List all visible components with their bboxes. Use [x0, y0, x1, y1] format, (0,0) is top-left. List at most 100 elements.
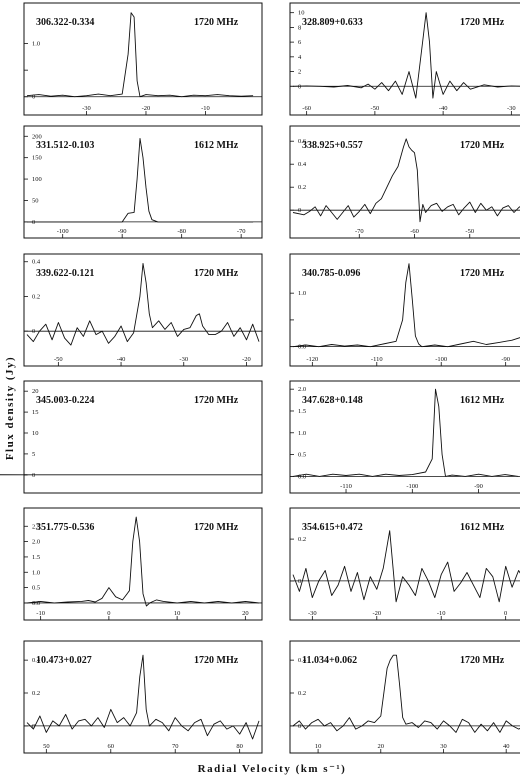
frequency-label: 1720 MHz	[460, 655, 505, 666]
y-tick-label: 0	[298, 578, 301, 585]
source-label: 10.473+0.027	[36, 655, 92, 666]
spectrum-panel: -50 -40 -30 -20 0 0.2 0.4 339.622-0.121 1720 MHz	[23, 253, 263, 367]
source-label: 351.775-0.536	[36, 522, 94, 533]
panel-frame	[289, 253, 520, 367]
spectrum-line	[292, 388, 519, 477]
x-tick-label: 60	[108, 743, 115, 750]
x-tick-label: -30	[179, 356, 188, 363]
y-tick-label: 10	[298, 10, 305, 17]
panel-frame	[23, 125, 263, 239]
source-label: 11.034+0.062	[302, 655, 357, 666]
y-tick-label: 200	[32, 133, 42, 140]
y-tick-label: 15	[32, 409, 39, 416]
x-tick-label: 70	[172, 743, 179, 750]
y-tick-label: 1.5	[32, 554, 40, 561]
frequency-label: 1720 MHz	[194, 268, 239, 279]
y-tick-label: 50	[32, 197, 39, 204]
x-tick-label: -20	[242, 356, 251, 363]
y-tick-label: 0.4	[298, 657, 307, 664]
spectrum-line	[292, 12, 520, 99]
x-tick-label: -10	[437, 610, 446, 617]
x-tick-label: 10	[315, 743, 322, 750]
y-tick-label: 10	[32, 430, 39, 437]
spectrum-line	[26, 516, 260, 607]
y-tick-label: 0.2	[298, 690, 306, 697]
panel-frame	[289, 2, 520, 116]
y-tick-label: 1.0	[298, 290, 306, 297]
x-tick-label: 50	[43, 743, 50, 750]
x-tick-label: 0	[504, 610, 507, 617]
y-tick-label: 0.6	[298, 138, 307, 145]
frequency-label: 1720 MHz	[194, 17, 239, 28]
y-tick-label: 0	[32, 328, 35, 335]
x-tick-label: -110	[371, 356, 383, 363]
source-label: 339.622-0.121	[36, 268, 94, 279]
spectrum-panel: -30 -20 -10 0 1.0 306.322-0.334 1720 MHz	[23, 2, 263, 116]
source-label: 338.925+0.557	[302, 140, 363, 151]
panel-frame	[23, 2, 263, 116]
x-tick-label: -80	[177, 228, 186, 235]
x-tick-label: 80	[236, 743, 243, 750]
source-label: 347.628+0.148	[302, 395, 363, 406]
y-tick-label: 0	[298, 83, 301, 90]
source-label: 340.785-0.096	[302, 268, 360, 279]
frequency-label: 1720 MHz	[194, 395, 239, 406]
panel-frame	[289, 640, 520, 754]
x-tick-label: -70	[355, 228, 364, 235]
x-tick-label: -100	[435, 356, 447, 363]
panel-frame	[23, 380, 263, 494]
x-tick-label: -10	[201, 105, 210, 112]
spectrum-line	[292, 530, 520, 603]
x-tick-label: -50	[371, 105, 380, 112]
x-axis-label: Radial Velocity (km s⁻¹)	[198, 763, 347, 775]
frequency-label: 1720 MHz	[194, 522, 239, 533]
panel-frame	[23, 507, 263, 621]
y-tick-label: 0.2	[32, 293, 40, 300]
y-tick-label: 0.2	[32, 690, 40, 697]
spectrum-line	[26, 12, 254, 98]
spectrum-line	[26, 654, 260, 740]
panel-frame	[289, 380, 520, 494]
x-tick-label: -30	[82, 105, 91, 112]
y-tick-label: 0.5	[32, 585, 40, 592]
y-tick-label: 0.4	[298, 161, 307, 168]
y-tick-label: 0.0	[32, 600, 40, 607]
spectrum-line	[292, 138, 520, 223]
x-tick-label: -40	[439, 105, 448, 112]
y-tick-label: 5	[32, 451, 35, 458]
x-tick-label: 40	[503, 743, 510, 750]
frequency-label: 1612 MHz	[194, 140, 239, 151]
x-tick-label: -30	[507, 105, 516, 112]
frequency-label: 1720 MHz	[460, 140, 505, 151]
spectrum-panel: 10 20 30 40 0 0.2 0.411.034+0.062 1720 MHz	[289, 640, 520, 754]
spectrum-line	[292, 263, 520, 348]
spectrum-line	[292, 654, 520, 733]
y-tick-label: 0	[32, 723, 35, 730]
x-tick-label: 30	[440, 743, 447, 750]
y-tick-label: 150	[32, 155, 42, 162]
x-tick-label: -60	[410, 228, 419, 235]
source-label: 328.809+0.633	[302, 17, 363, 28]
x-tick-label: -100	[57, 228, 69, 235]
x-tick-label: 20	[242, 610, 249, 617]
frequency-label: 1612 MHz	[460, 395, 505, 406]
y-tick-label: 20	[32, 388, 39, 395]
y-tick-label: 0	[32, 94, 35, 101]
panel-frame	[289, 507, 520, 621]
y-tick-label: 0.2	[298, 536, 306, 543]
spectrum-panel: 50 60 70 80 0 0.2 0.410.473+0.027 1720 MHz	[23, 640, 263, 754]
source-label: 354.615+0.472	[302, 522, 363, 533]
y-tick-label: 1.0	[32, 41, 40, 48]
frequency-label: 1720 MHz	[460, 268, 505, 279]
spectrum-line	[27, 137, 254, 223]
x-tick-label: -90	[118, 228, 127, 235]
y-tick-label: 8	[298, 24, 301, 31]
spectrum-panel: -30 -20 -10 0 0 0.2 354.615+0.472 1612 MHz	[289, 507, 520, 621]
x-tick-label: -40	[117, 356, 126, 363]
y-tick-label: 100	[32, 176, 42, 183]
